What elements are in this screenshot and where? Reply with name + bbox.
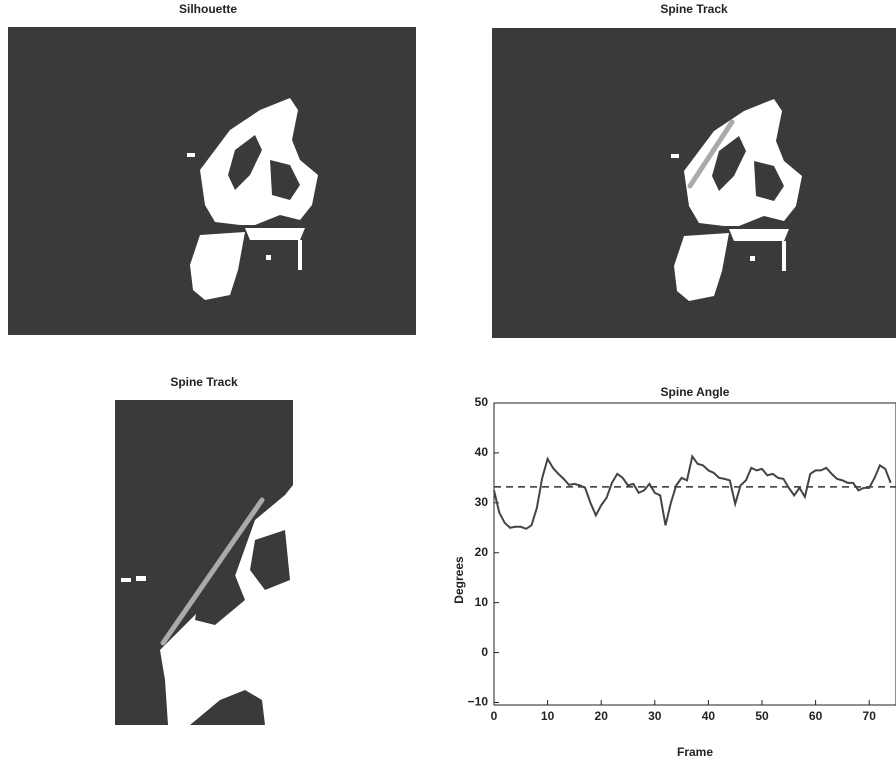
x-tick-label: 50 (755, 709, 769, 723)
y-tick-label: −10 (468, 695, 489, 709)
x-tick-label: 10 (541, 709, 555, 723)
y-tick-label: 30 (475, 495, 489, 509)
x-tick-label: 0 (491, 709, 498, 723)
panel-title: Spine Track (660, 2, 728, 16)
y-tick-label: 10 (475, 595, 489, 609)
figure: Silhouette Spine Track Spine Track Spine… (0, 0, 896, 763)
y-tick-label: 50 (475, 395, 489, 409)
x-tick-label: 70 (863, 709, 877, 723)
x-tick-label: 40 (702, 709, 716, 723)
plot-area (494, 403, 896, 705)
panel-title: Spine Track (170, 375, 238, 389)
y-axis-label: Degrees (452, 556, 466, 604)
x-tick-label: 20 (595, 709, 609, 723)
chart-title: Spine Angle (661, 385, 730, 399)
panel-title: Silhouette (179, 2, 237, 16)
y-tick-label: 20 (475, 545, 489, 559)
x-tick-label: 60 (809, 709, 823, 723)
y-tick-label: 40 (475, 445, 489, 459)
x-axis-label: Frame (677, 745, 713, 759)
y-tick-label: 0 (481, 645, 488, 659)
x-tick-label: 30 (648, 709, 662, 723)
